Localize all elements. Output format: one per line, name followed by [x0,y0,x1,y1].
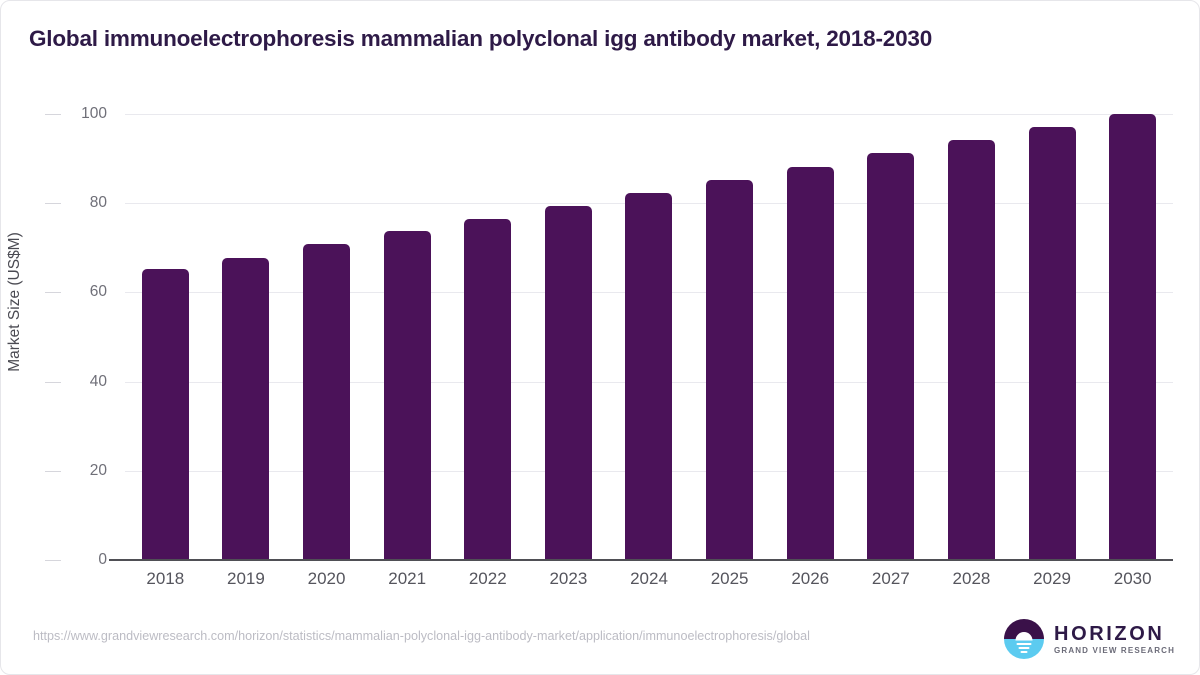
plot-area [125,114,1173,560]
source-url[interactable]: https://www.grandviewresearch.com/horizo… [33,629,810,643]
logo-text: HORIZON GRAND VIEW RESEARCH [1054,624,1175,655]
bar-slot [528,114,609,560]
bar-slot [851,114,932,560]
x-axis-tick-label: 2028 [952,569,991,588]
x-axis-line [109,559,1173,561]
x-axis-tick-label: 2022 [468,569,507,588]
x-axis-tick-label: 2020 [307,569,346,588]
bar[interactable] [303,244,351,560]
x-axis-tick-label: 2027 [871,569,910,588]
bar[interactable] [222,257,270,560]
bar[interactable] [786,167,834,560]
bar-slot [609,114,690,560]
x-axis-tick-label: 2029 [1033,569,1071,588]
logo-wordmark: HORIZON [1054,622,1165,645]
y-axis-tick-label: 20 [89,461,107,479]
bar[interactable] [625,192,673,560]
bar[interactable] [1109,114,1157,560]
x-axis-tick-label: 2019 [227,569,265,588]
y-axis-tick-mark [45,470,61,472]
x-axis-tick-label: 2021 [388,569,427,588]
bar-slot [367,114,448,560]
y-axis-tick-label: 0 [98,551,107,568]
bar-slot [447,114,528,560]
x-axis-tick-label: 2026 [791,569,830,588]
y-axis-tick-label: 100 [81,105,107,122]
bar[interactable] [464,218,512,560]
bar[interactable] [383,231,431,560]
y-axis-tick-mark [45,114,61,115]
gridline [125,114,1173,115]
bar-slot [286,114,367,560]
y-axis-tick-label: 80 [89,194,107,212]
bar-slot [206,114,287,560]
y-axis-tick-mark [45,203,61,205]
logo-tagline: GRAND VIEW RESEARCH [1054,645,1175,655]
y-axis-tick-labels: 0 20 40 60 80 100 [45,105,107,568]
bar[interactable] [867,153,915,560]
page-title: Global immunoelectrophoresis mammalian p… [29,26,933,51]
y-axis-title: Market Size (US$M) [6,232,23,372]
bar-slot [931,114,1012,560]
bar-slot [689,114,770,560]
x-axis-tick-label: 2023 [549,569,588,588]
y-axis-tick-mark [45,292,61,294]
bar-slot [125,114,206,560]
x-axis-tick-label: 2018 [146,569,185,588]
y-axis-tick-label: 40 [89,372,107,390]
bar[interactable] [141,269,189,560]
x-axis-tick-label: 2025 [710,569,749,588]
bar[interactable] [1028,126,1076,560]
horizon-logo-icon [1004,619,1045,659]
x-axis-tick-label: 2030 [1113,569,1152,588]
bar-slot [1012,114,1093,560]
bar-slot [770,114,851,560]
horizon-logo: HORIZON GRAND VIEW RESEARCH [1003,618,1175,660]
x-axis-tick-label: 2024 [630,569,668,588]
bar[interactable] [947,139,995,560]
bar[interactable] [544,205,592,560]
y-axis-tick-mark [45,381,61,383]
bar[interactable] [706,180,754,560]
y-axis-tick-label: 60 [89,283,107,301]
y-axis-tick-mark [45,560,61,561]
bar-slot [1092,114,1173,560]
